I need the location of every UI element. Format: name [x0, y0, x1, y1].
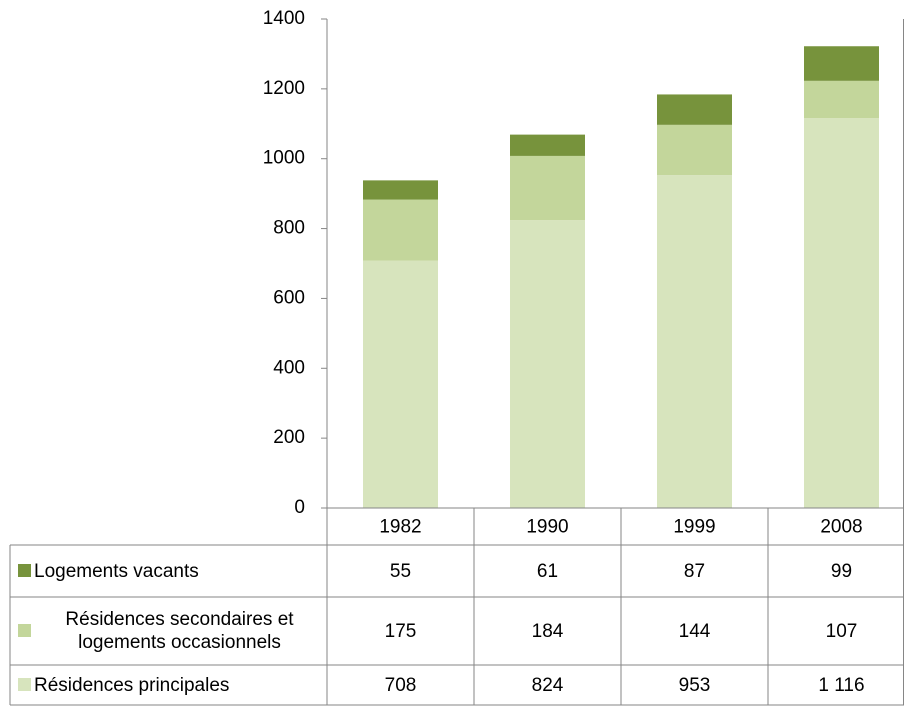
legend-swatch	[18, 624, 31, 637]
bar-segment	[510, 220, 585, 508]
data-label: 708	[385, 675, 417, 696]
data-label: 87	[684, 561, 705, 582]
data-label: 55	[390, 561, 411, 582]
data-label: 61	[537, 561, 558, 582]
data-label: 99	[831, 561, 852, 582]
bar-segment	[657, 124, 732, 176]
y-tick-label: 0	[294, 497, 305, 518]
bar-segment	[363, 260, 438, 508]
x-tick-label: 1990	[526, 517, 568, 538]
bar-segment	[804, 118, 879, 508]
legend-label-box: Résidences principales	[34, 674, 230, 696]
y-tick-label: 800	[273, 218, 305, 239]
data-label: 107	[826, 621, 858, 642]
legend-swatch	[18, 564, 31, 577]
data-label: 184	[532, 621, 564, 642]
data-label: 144	[679, 621, 711, 642]
bar-segment	[510, 134, 585, 156]
legend-label: Logements vacants	[34, 560, 199, 582]
data-label: 175	[385, 621, 417, 642]
legend-label: Résidences secondaires et logements occa…	[65, 609, 294, 653]
bar-segment	[510, 155, 585, 221]
legend-swatch	[18, 678, 31, 691]
x-tick-label: 2008	[820, 517, 862, 538]
x-tick-label: 1999	[673, 517, 715, 538]
bar-segment	[363, 199, 438, 261]
y-tick-label: 400	[273, 357, 305, 378]
bar-segment	[804, 46, 879, 81]
y-tick-label: 1000	[263, 148, 305, 169]
y-tick-label: 600	[273, 287, 305, 308]
y-tick-label: 1400	[263, 8, 305, 29]
bar-segment	[657, 175, 732, 508]
data-label: 953	[679, 675, 711, 696]
legend-label-box: Résidences secondaires et logements occa…	[65, 609, 294, 653]
data-label: 1 116	[818, 675, 864, 696]
bar-segment	[363, 180, 438, 200]
bar-segment	[657, 94, 732, 125]
data-label: 824	[532, 675, 564, 696]
legend-label: Résidences principales	[34, 674, 230, 696]
legend-label-box: Logements vacants	[34, 560, 199, 582]
y-tick-label: 1200	[263, 78, 305, 99]
bar-segment	[804, 80, 879, 119]
y-tick-label: 200	[273, 427, 305, 448]
x-tick-label: 1982	[379, 517, 421, 538]
